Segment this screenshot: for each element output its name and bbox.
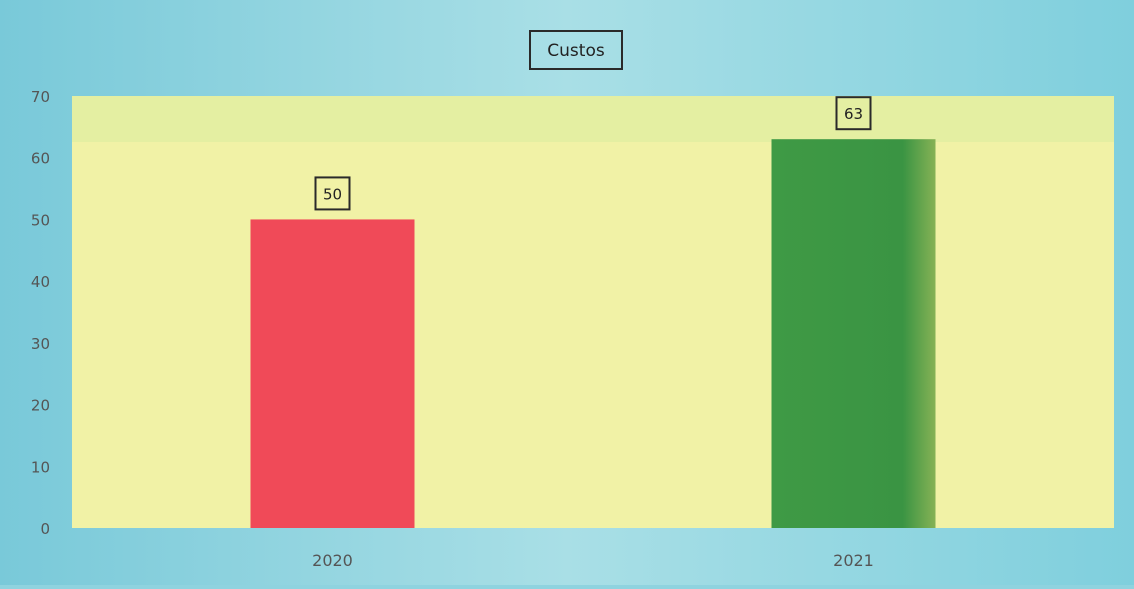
chart-title-text: Custos (547, 41, 605, 61)
y-tick-label: 0 (40, 520, 50, 538)
y-tick-label: 40 (31, 273, 50, 291)
plot-area (72, 96, 1114, 528)
y-tick-label: 60 (31, 150, 50, 168)
y-tick-label: 30 (31, 335, 50, 353)
y-tick-label: 20 (31, 397, 50, 415)
x-tick-label: 2020 (312, 551, 353, 570)
bar-2021 (772, 139, 936, 528)
data-label: 50 (323, 185, 342, 203)
x-tick-label: 2021 (833, 551, 874, 570)
plot-top-band (72, 96, 1114, 142)
y-tick-label: 70 (31, 88, 50, 106)
y-tick-label: 10 (31, 458, 50, 476)
bar-2020 (251, 219, 415, 528)
y-tick-label: 50 (31, 211, 50, 229)
data-label: 63 (844, 105, 863, 123)
